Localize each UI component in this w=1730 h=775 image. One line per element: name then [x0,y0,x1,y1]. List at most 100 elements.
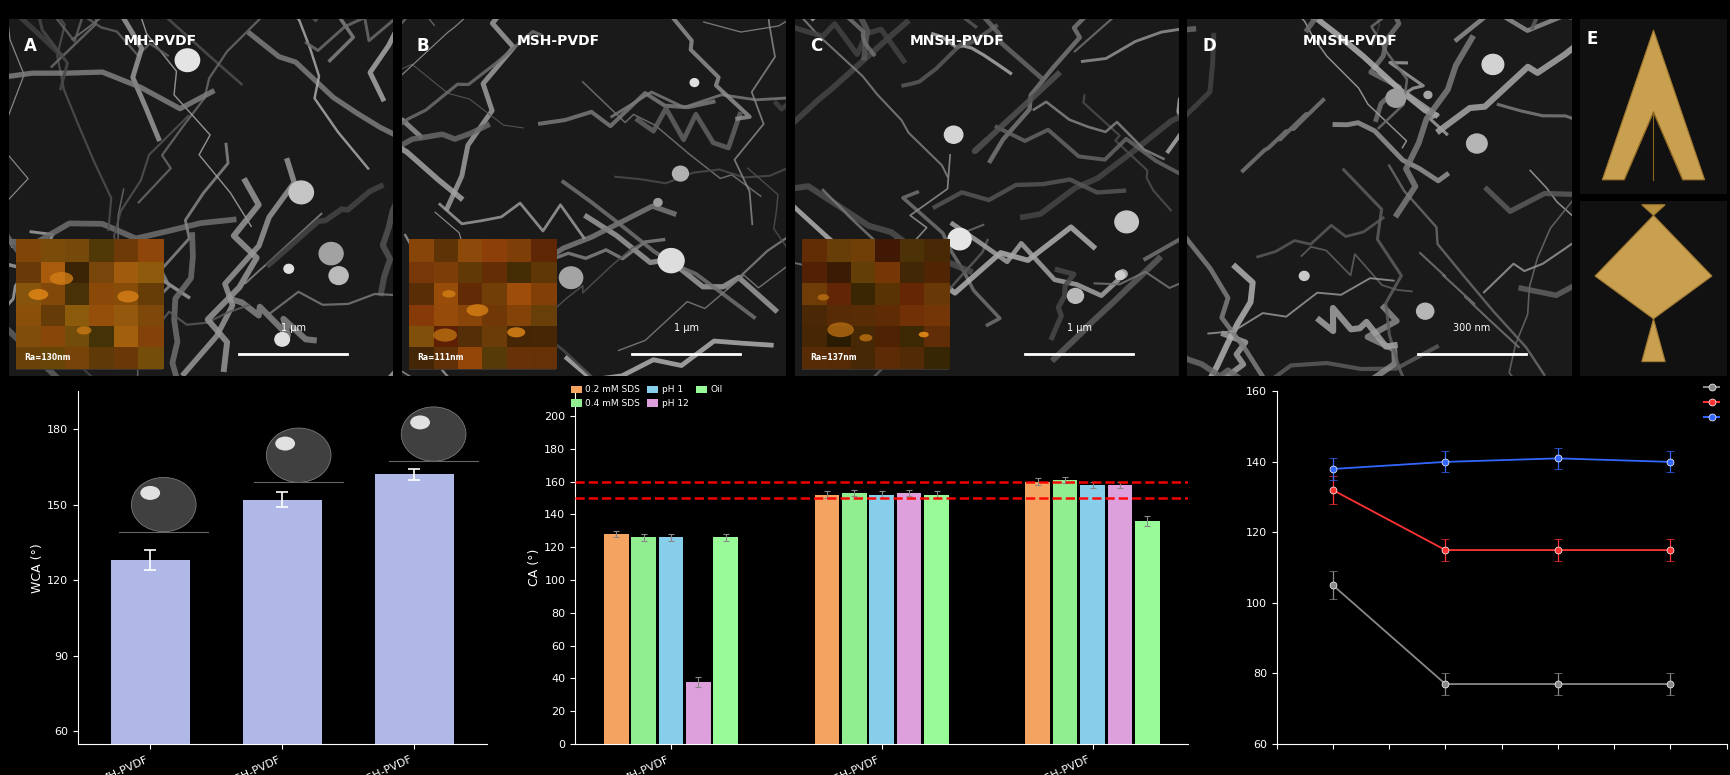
Bar [1054,480,1078,744]
Text: Ra=111nm: Ra=111nm [417,353,464,362]
Bar [66,324,92,347]
Bar [531,239,557,262]
Bar [42,346,67,369]
Bar [138,281,164,305]
Bar [483,303,509,326]
Bar [138,303,164,326]
Circle shape [657,249,683,273]
Text: MNSH-PVDF: MNSH-PVDF [1303,33,1398,47]
Bar [875,239,901,262]
Bar [631,537,656,744]
Bar [458,303,484,326]
Bar [16,324,43,347]
Bar [434,239,460,262]
Circle shape [690,78,699,87]
Ellipse shape [443,290,455,298]
Ellipse shape [76,326,92,335]
Bar [900,324,926,347]
Bar [16,240,163,369]
Circle shape [559,267,583,288]
Bar [42,281,67,305]
Bar [875,324,901,347]
Circle shape [1299,271,1310,281]
Circle shape [654,198,663,206]
Y-axis label: CA (°): CA (°) [528,549,541,587]
Bar [434,324,460,347]
Circle shape [284,264,294,274]
Text: 300 nm: 300 nm [1453,323,1491,333]
Bar [531,324,557,347]
Bar [827,281,853,305]
Circle shape [945,126,964,143]
Circle shape [1118,270,1128,278]
Bar [114,303,140,326]
Bar [458,239,484,262]
Bar [851,324,877,347]
Ellipse shape [28,289,48,300]
Bar [843,493,867,744]
Bar [483,239,509,262]
Bar [900,346,926,369]
Circle shape [275,332,289,346]
Text: D: D [1202,37,1216,55]
Bar [90,281,116,305]
Bar [827,260,853,283]
Legend: , , : , , [1701,379,1730,426]
Ellipse shape [118,291,138,302]
Bar [410,260,436,283]
Bar [138,346,164,369]
Bar [458,346,484,369]
Bar [66,239,92,262]
Bar [114,346,140,369]
Circle shape [1067,288,1083,303]
Bar [851,346,877,369]
Bar [90,260,116,283]
Bar [1135,521,1159,744]
Bar [900,239,926,262]
Text: MH-PVDF: MH-PVDF [125,33,197,47]
Bar [66,346,92,369]
Bar [138,239,164,262]
Bar [896,493,922,744]
Bar [66,303,92,326]
Bar [375,474,453,775]
Bar [410,324,436,347]
Bar [1107,485,1131,744]
Ellipse shape [919,332,929,337]
Bar [875,346,901,369]
Bar [410,281,436,305]
Bar [410,239,436,262]
Ellipse shape [827,322,855,337]
Bar [114,260,140,283]
Bar [851,303,877,326]
Bar [851,239,877,262]
Text: Ra=137nm: Ra=137nm [810,353,856,362]
Bar [1026,481,1050,744]
Text: A: A [24,37,36,55]
Bar [507,324,533,347]
Bar [507,239,533,262]
Bar [803,303,829,326]
Bar [42,260,67,283]
Bar [803,346,829,369]
Bar [458,260,484,283]
Bar [114,239,140,262]
Bar [16,346,43,369]
Text: B: B [417,37,429,55]
Bar [531,346,557,369]
Polygon shape [1595,215,1713,319]
Bar [875,260,901,283]
Bar [42,303,67,326]
Ellipse shape [50,272,73,285]
Bar [803,239,829,262]
Bar [410,346,436,369]
Text: C: C [810,37,822,55]
Bar [803,281,829,305]
Circle shape [1116,271,1125,280]
Bar [900,260,926,283]
Ellipse shape [432,329,457,342]
Bar [111,560,190,775]
Legend: 0.2 mM SDS, 0.4 mM SDS, pH 1, pH 12, Oil: 0.2 mM SDS, 0.4 mM SDS, pH 1, pH 12, Oil [567,382,727,412]
Bar [803,260,829,283]
Ellipse shape [467,304,488,316]
